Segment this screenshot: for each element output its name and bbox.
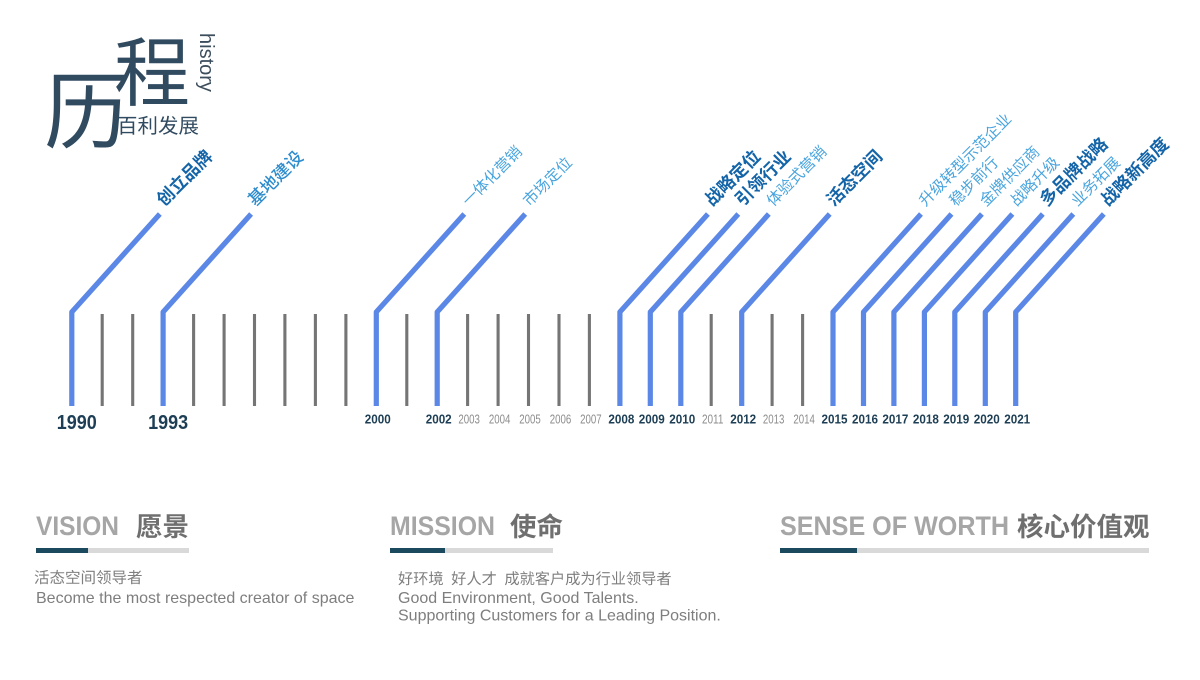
svg-text:2000: 2000	[365, 412, 391, 427]
svg-text:2014: 2014	[793, 413, 815, 427]
svg-text:SENSE OF WORTH: SENSE OF WORTH	[780, 511, 1009, 541]
svg-text:2008: 2008	[608, 412, 634, 427]
svg-text:2011: 2011	[702, 413, 724, 427]
svg-text:2007: 2007	[580, 413, 602, 427]
svg-text:1990: 1990	[57, 411, 97, 434]
svg-text:1993: 1993	[148, 411, 188, 434]
svg-text:2005: 2005	[519, 413, 541, 427]
svg-text:2006: 2006	[550, 413, 572, 427]
svg-text:2004: 2004	[489, 413, 511, 427]
svg-text:MISSION: MISSION	[390, 511, 495, 541]
svg-text:2003: 2003	[458, 413, 480, 427]
svg-text:2002: 2002	[426, 412, 452, 427]
svg-text:Good Environment, Good Talents: Good Environment, Good Talents.	[398, 590, 639, 607]
svg-text:2016: 2016	[852, 412, 878, 427]
svg-text:2015: 2015	[822, 412, 848, 427]
svg-text:2017: 2017	[882, 412, 908, 427]
svg-text:2020: 2020	[974, 412, 1000, 427]
svg-text:2010: 2010	[669, 412, 695, 427]
svg-text:VISION: VISION	[36, 511, 119, 541]
svg-text:2019: 2019	[943, 412, 969, 427]
svg-text:Become the most respected crea: Become the most respected creator of spa…	[36, 590, 354, 607]
svg-text:2018: 2018	[913, 412, 939, 427]
svg-text:2009: 2009	[639, 412, 665, 427]
svg-text:2021: 2021	[1004, 412, 1030, 427]
svg-text:2013: 2013	[763, 413, 785, 427]
svg-text:2012: 2012	[730, 412, 756, 427]
svg-text:Supporting Customers for a Lea: Supporting Customers for a Leading Posit…	[398, 608, 721, 625]
svg-text:history: history	[195, 33, 217, 92]
